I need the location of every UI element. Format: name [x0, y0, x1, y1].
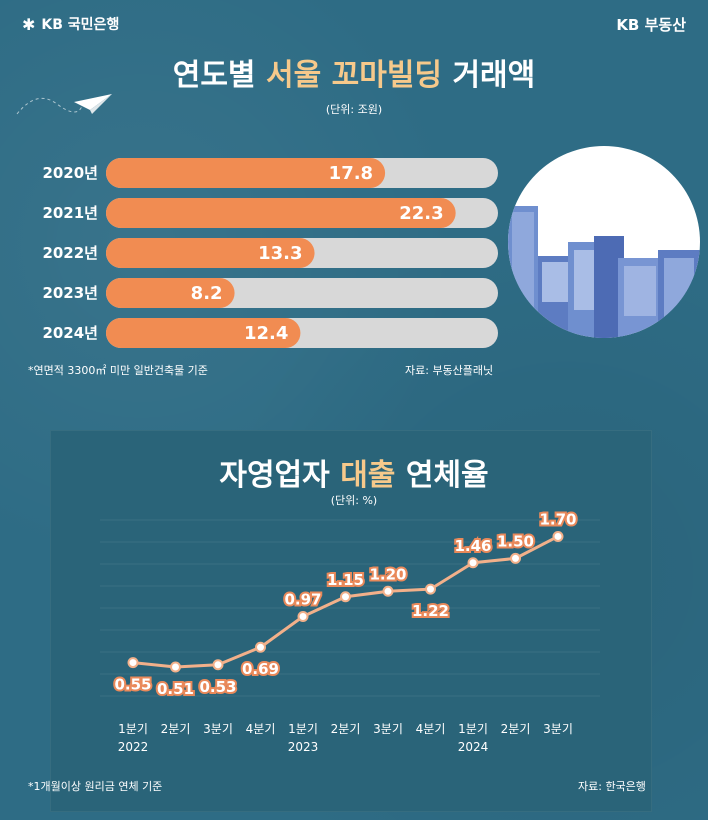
- bar-category-label: 2023년: [42, 284, 98, 302]
- x-tick-label: 1분기: [118, 722, 148, 736]
- data-point: [255, 641, 266, 653]
- bar: [106, 158, 386, 188]
- x-tick-label: 3분기: [543, 722, 573, 736]
- city-buildings-illustration: [508, 146, 700, 338]
- data-point: [212, 659, 224, 671]
- point-value-label: 1.70: [539, 510, 576, 528]
- data-point: [297, 611, 309, 623]
- bar-value-label: 22.3: [399, 203, 443, 224]
- bar: [106, 238, 315, 268]
- point-value-label: 1.22: [412, 602, 449, 620]
- data-point: [382, 585, 394, 597]
- bar: [106, 318, 301, 348]
- bar: [106, 198, 456, 228]
- data-point: [467, 557, 479, 569]
- bar-category-label: 2021년: [42, 204, 98, 222]
- bar-value-label: 12.4: [244, 323, 288, 344]
- bar-value-label: 13.3: [258, 243, 302, 264]
- point-value-label: 1.50: [497, 532, 534, 550]
- bar: [106, 278, 235, 308]
- x-tick-label: 3분기: [373, 722, 403, 736]
- chart2-source: 자료: 한국은행: [578, 780, 646, 793]
- point-value-label: 1.15: [327, 571, 364, 589]
- x-tick-label: 2분기: [331, 722, 361, 736]
- point-value-label: 0.51: [157, 680, 194, 698]
- chart1-source: 자료: 부동산플래닛: [405, 364, 494, 377]
- bar-category-label: 2024년: [42, 324, 98, 342]
- chart2-unit: (단위: %): [330, 494, 378, 507]
- x-tick-label: 2분기: [501, 722, 531, 736]
- bar-value-label: 17.8: [329, 163, 373, 184]
- x-tick-label: 4분기: [246, 722, 276, 736]
- data-point: [510, 552, 521, 564]
- x-tick-label: 3분기: [203, 722, 233, 736]
- point-value-label: 0.69: [242, 660, 279, 678]
- bar-category-label: 2022년: [42, 244, 98, 262]
- line-chart-panel: [50, 430, 652, 812]
- kb-star-icon: ✱: [22, 14, 36, 34]
- kb-bank-logo: ✱ KB 국민은행: [22, 14, 119, 34]
- chart1-unit: (단위: 조원): [325, 103, 383, 116]
- point-value-label: 0.97: [284, 591, 321, 609]
- x-tick-label: 4분기: [416, 722, 446, 736]
- x-year-label: 2023: [288, 740, 319, 754]
- kb-realestate-logo: KB 부동산: [616, 16, 686, 34]
- bar-category-label: 2020년: [42, 164, 98, 182]
- paper-plane-icon: [16, 94, 112, 115]
- chart2-note: *1개월이상 원리금 연체 기준: [28, 780, 163, 793]
- bar-chart: 2020년 17.8 2021년 22.3 2022년 13.3 2023년 8.2 2024년…: [42, 158, 498, 348]
- chart1-note: *연면적 3300㎡ 미만 일반건축물 기준: [28, 364, 208, 377]
- bar-value-label: 8.2: [191, 283, 223, 304]
- x-tick-label: 1분기: [288, 722, 318, 736]
- x-tick-label: 1분기: [458, 722, 488, 736]
- data-point: [127, 657, 139, 669]
- point-value-label: 0.55: [114, 676, 151, 694]
- x-year-label: 2022: [118, 740, 149, 754]
- data-point: [170, 661, 181, 673]
- chart1-title: 연도별 서울 꼬마빌딩 거래액: [172, 58, 536, 93]
- kb-bank-name: KB 국민은행: [41, 17, 120, 33]
- data-point: [340, 591, 351, 603]
- data-point: [552, 530, 564, 542]
- data-point: [425, 583, 436, 595]
- x-tick-label: 2분기: [161, 722, 191, 736]
- chart2-title: 자영업자 대출 연체율: [219, 458, 489, 493]
- point-value-label: 0.53: [199, 678, 236, 696]
- point-value-label: 1.46: [454, 537, 491, 555]
- point-value-label: 1.20: [369, 565, 406, 583]
- x-year-label: 2024: [458, 740, 489, 754]
